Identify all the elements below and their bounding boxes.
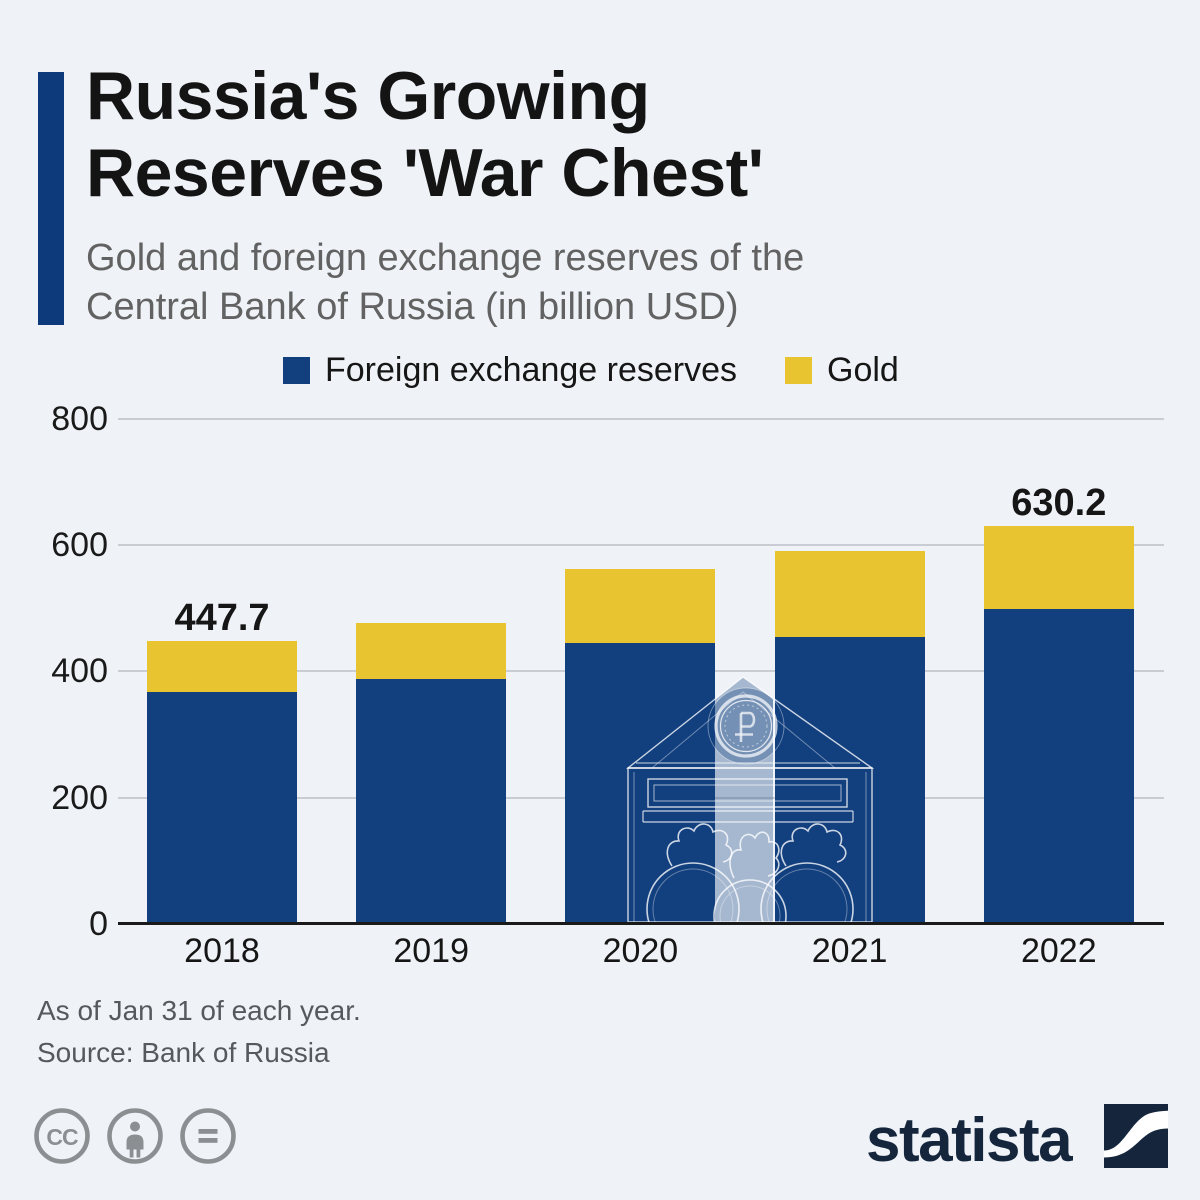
subtitle-line-1: Gold and foreign exchange reserves of th… xyxy=(86,237,805,279)
bar-total-label-2022: 630.2 xyxy=(1011,482,1107,525)
legend-item-gold: Gold xyxy=(785,351,899,389)
legend-label-gold: Gold xyxy=(827,351,899,389)
statista-wordmark: statista xyxy=(866,1106,1073,1175)
x-axis-line xyxy=(118,922,1164,925)
x-tick-label-2019: 2019 xyxy=(393,932,469,970)
y-gridline xyxy=(118,544,1164,547)
forex-swatch-icon xyxy=(283,357,310,384)
footnote: As of Jan 31 of each year. xyxy=(37,995,361,1026)
bar-forex-2020 xyxy=(565,642,716,924)
svg-text:CC: CC xyxy=(46,1124,78,1150)
page-subtitle: Gold and foreign exchange reserves of th… xyxy=(86,234,986,332)
y-tick-label: 200 xyxy=(51,778,108,817)
legend-item-forex: Foreign exchange reserves xyxy=(283,351,738,389)
bar-gold-2019 xyxy=(356,623,507,679)
title-line-2: Reserves 'War Chest' xyxy=(86,135,764,211)
chart-legend: Foreign exchange reserves Gold xyxy=(283,351,899,389)
x-tick-label-2018: 2018 xyxy=(184,932,260,970)
bar-gold-2020 xyxy=(565,568,716,643)
legend-label-forex: Foreign exchange reserves xyxy=(325,351,738,389)
license-icons: CC xyxy=(34,1108,236,1164)
title-accent-bar xyxy=(38,72,64,325)
equals-icon xyxy=(180,1108,236,1164)
bar-forex-2022 xyxy=(983,609,1134,924)
bar-gold-2022 xyxy=(983,526,1134,610)
y-tick-label: 400 xyxy=(51,652,108,691)
cc-icon: CC xyxy=(34,1108,90,1164)
y-tick-label: 0 xyxy=(89,905,108,943)
y-gridline xyxy=(118,417,1164,420)
gold-swatch-icon xyxy=(785,357,813,384)
bar-forex-2018 xyxy=(147,691,297,924)
bar-forex-2019 xyxy=(356,678,507,924)
bar-gold-2018 xyxy=(147,641,297,692)
y-tick-label: 600 xyxy=(51,526,108,565)
statista-logo-icon xyxy=(1104,1104,1168,1168)
bar-forex-2021 xyxy=(774,636,925,924)
bar-gold-2021 xyxy=(774,550,925,637)
subtitle-line-2: Central Bank of Russia (in billion USD) xyxy=(86,286,739,328)
ruble-sign-icon xyxy=(735,711,756,742)
y-tick-label: 800 xyxy=(51,399,108,438)
title-line-1: Russia's Growing xyxy=(86,58,650,134)
page-title: Russia's Growing Reserves 'War Chest' xyxy=(86,58,986,212)
x-tick-label-2020: 2020 xyxy=(602,932,679,970)
x-tick-label-2021: 2021 xyxy=(811,932,888,970)
source-note: Source: Bank of Russia xyxy=(37,1037,330,1068)
x-tick-label-2022: 2022 xyxy=(1020,932,1097,970)
attribution-person-icon xyxy=(107,1108,163,1164)
bar-total-label-2018: 447.7 xyxy=(174,597,270,640)
